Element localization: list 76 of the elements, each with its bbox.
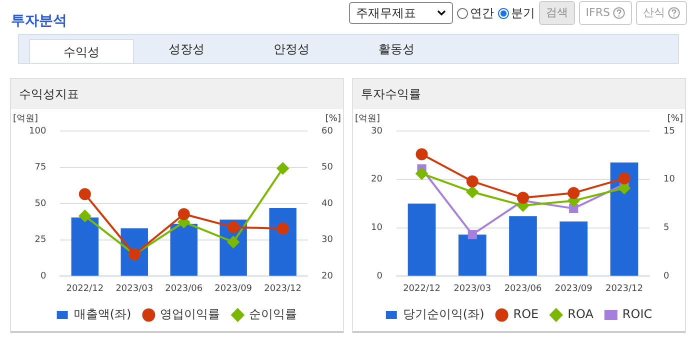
point — [276, 162, 289, 174]
y-tick-label: 100 — [28, 126, 46, 136]
text: 분기 — [510, 4, 535, 22]
y2-tick-label: 20 — [322, 272, 334, 282]
y-axis-title: [억원] — [13, 114, 38, 124]
point — [416, 148, 428, 160]
bar — [71, 218, 99, 276]
x-tick-label: 2023/12 — [264, 284, 302, 294]
legend-label: 당기순이익(좌) — [402, 307, 484, 322]
text: IFRS — [578, 1, 632, 25]
bar — [610, 162, 638, 276]
x-tick-label: 2023/12 — [606, 284, 643, 294]
y2-axis-title: [%] — [667, 114, 683, 124]
text: 활동성 — [378, 41, 416, 58]
legend-label: ROIC — [622, 307, 652, 322]
text: 검색 — [538, 1, 575, 25]
x-tick-label: 2023/06 — [504, 284, 542, 294]
legend-label: 매출액(좌) — [74, 307, 132, 322]
y2-tick-label: 5 — [664, 223, 670, 234]
y-tick-label: 0 — [376, 272, 383, 282]
point — [517, 192, 529, 204]
point — [568, 186, 580, 199]
y-tick-label: 25 — [34, 235, 46, 246]
point — [618, 172, 630, 184]
point — [569, 204, 578, 213]
point — [78, 210, 91, 222]
point — [178, 208, 190, 220]
y2-tick-label: 10 — [664, 174, 676, 185]
legend-label: 영업이익률 — [160, 307, 220, 322]
legend-label: ROE — [513, 307, 539, 322]
point — [466, 186, 478, 198]
legend-label: 순이익률 — [249, 307, 298, 322]
point — [78, 188, 91, 200]
legend-label: ROA — [568, 307, 594, 322]
bar — [560, 222, 588, 276]
y-tick-label: 75 — [34, 162, 46, 173]
bar — [170, 224, 198, 276]
y2-axis-title: [%] — [325, 114, 341, 124]
y-tick-label: 0 — [40, 272, 46, 282]
text: 연간 — [468, 4, 494, 22]
x-tick-label: 2022/12 — [403, 284, 440, 294]
x-tick-label: 2023/03 — [116, 284, 154, 294]
y2-tick-label: 0 — [664, 272, 670, 282]
y2-tick-label: 50 — [322, 162, 334, 173]
text: 성장성 — [168, 41, 206, 58]
text: 투자분석 — [11, 12, 67, 30]
y-axis-title: [억원] — [355, 114, 380, 124]
chart-title: 수익성지표 — [11, 79, 343, 109]
point — [466, 175, 478, 188]
y2-tick-label: 60 — [322, 126, 334, 136]
x-tick-label: 2023/09 — [554, 284, 593, 294]
y-tick-label: 30 — [371, 126, 383, 136]
point — [468, 230, 477, 240]
point — [227, 221, 240, 234]
text: 안정성 — [272, 41, 310, 58]
y2-tick-label: 15 — [664, 126, 675, 136]
text: 수익성 — [29, 39, 134, 63]
y2-tick-label: 30 — [322, 235, 334, 246]
y-tick-label: 20 — [371, 174, 383, 185]
bar — [269, 208, 296, 276]
point — [416, 168, 428, 180]
y-tick-label: 10 — [371, 223, 383, 234]
text: 주재무제표 — [356, 4, 416, 22]
x-tick-label: 2022/12 — [66, 284, 104, 294]
x-tick-label: 2023/06 — [165, 284, 203, 294]
x-tick-label: 2023/03 — [454, 284, 492, 294]
y2-tick-label: 40 — [322, 198, 334, 209]
text: 산식 — [636, 1, 687, 25]
x-tick-label: 2023/09 — [214, 284, 252, 294]
point — [227, 236, 240, 248]
chart-title: 투자수익률 — [353, 79, 685, 109]
bar — [509, 216, 537, 276]
bar — [458, 234, 486, 276]
point — [276, 222, 289, 235]
y-tick-label: 50 — [34, 198, 46, 209]
bar — [408, 204, 436, 276]
